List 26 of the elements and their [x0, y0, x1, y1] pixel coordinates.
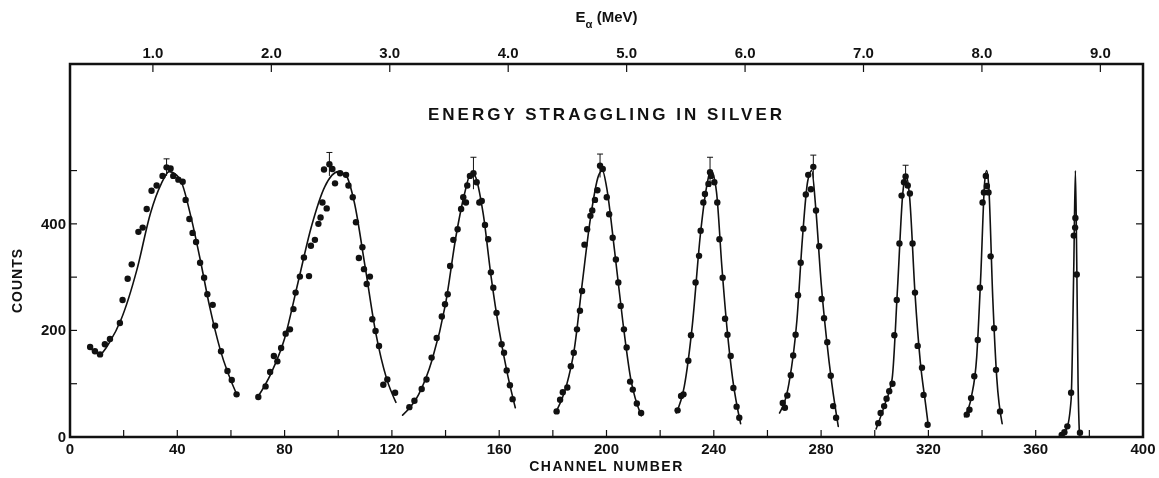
x-tick-label: 40 [168, 440, 186, 457]
x2-tick-label: 2.0 [260, 44, 282, 61]
x-tick-label: 80 [276, 440, 293, 457]
x2-tick-label: 4.0 [497, 44, 519, 61]
y-tick-label: 400 [40, 214, 66, 232]
y-axis-title: COUNTS [9, 247, 25, 314]
x2-tick-label: 9.0 [1089, 44, 1111, 61]
x-axis-title: CHANNEL NUMBER [529, 458, 684, 474]
x2-tick-label: 7.0 [853, 44, 874, 61]
x-tick-label: 200 [593, 440, 620, 457]
x2-tick-label: 5.0 [616, 44, 638, 61]
x-tick-label: 120 [379, 440, 405, 457]
x-tick-label: 280 [808, 440, 834, 457]
y-tick-label: 200 [40, 321, 66, 339]
x2-tick-label: 8.0 [971, 44, 993, 61]
x2-axis-title: E$_{α}$ (MeV) [575, 8, 638, 30]
x2-tick-label: 3.0 [379, 44, 401, 61]
text: ENERGY STRAGGLING IN SILVER [427, 105, 786, 124]
x-tick-label: 360 [1023, 440, 1049, 457]
x2-tick-label: 1.0 [142, 44, 164, 61]
x-tick-label: 160 [486, 440, 512, 457]
y-tick-label: 0 [57, 428, 66, 445]
x-tick-label: 320 [915, 440, 941, 457]
x-tick-label: 400 [1130, 440, 1156, 457]
x2-tick-label: 6.0 [734, 44, 756, 61]
x-tick-label: 240 [701, 440, 727, 457]
